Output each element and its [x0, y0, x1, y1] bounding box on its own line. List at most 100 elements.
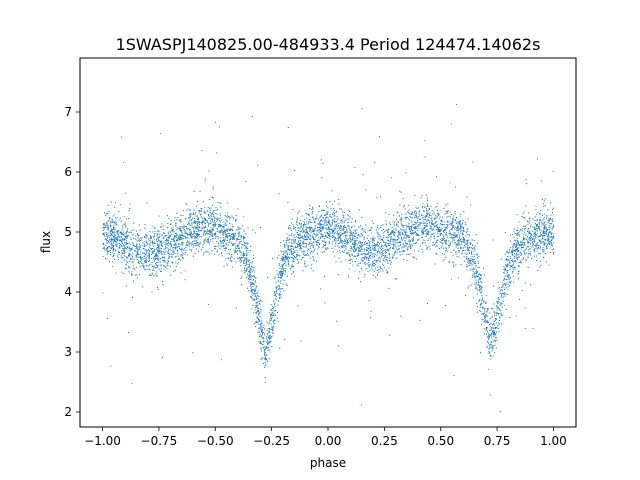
- data-point: [109, 247, 111, 249]
- data-point: [105, 213, 107, 215]
- data-point: [249, 286, 251, 288]
- data-point: [146, 257, 148, 258]
- data-point: [280, 245, 282, 247]
- data-point: [279, 294, 281, 296]
- data-point: [440, 239, 441, 241]
- data-point: [287, 246, 289, 248]
- data-point: [295, 238, 297, 240]
- data-point: [245, 258, 247, 260]
- data-point: [104, 236, 106, 238]
- data-point: [269, 351, 271, 353]
- data-point: [277, 285, 279, 287]
- data-point: [167, 252, 169, 254]
- data-point: [214, 232, 216, 234]
- data-point: [392, 241, 394, 243]
- data-point: [256, 298, 258, 300]
- data-point: [321, 247, 323, 249]
- data-point: [133, 244, 135, 246]
- data-point: [531, 234, 533, 236]
- data-point: [314, 221, 316, 223]
- data-point: [528, 233, 530, 235]
- data-point: [361, 244, 363, 246]
- data-point: [398, 247, 400, 249]
- data-point: [344, 250, 346, 252]
- data-point: [396, 211, 398, 213]
- data-point: [515, 255, 517, 257]
- data-point: [263, 350, 265, 352]
- data-point: [516, 244, 518, 246]
- data-point: [158, 260, 159, 261]
- data-point: [355, 249, 357, 251]
- data-point: [480, 300, 482, 302]
- data-point: [252, 270, 253, 272]
- data-point: [360, 250, 362, 252]
- data-point: [144, 240, 146, 242]
- data-point: [304, 239, 306, 240]
- data-point: [233, 242, 235, 244]
- data-point: [264, 334, 266, 336]
- data-point: [180, 221, 182, 223]
- data-point: [246, 251, 248, 253]
- data-point: [244, 267, 245, 269]
- data-point: [138, 234, 140, 236]
- data-point: [295, 257, 296, 259]
- data-point: [206, 232, 208, 234]
- data-point: [370, 226, 372, 228]
- data-point: [458, 225, 459, 227]
- data-point: [325, 222, 327, 224]
- data-point: [245, 268, 247, 270]
- data-point: [334, 248, 336, 250]
- data-point: [225, 236, 227, 238]
- data-point: [238, 233, 240, 235]
- data-point: [406, 236, 408, 238]
- data-point: [379, 267, 381, 269]
- data-point: [134, 259, 135, 261]
- data-point: [350, 248, 352, 250]
- data-point: [424, 140, 426, 142]
- data-point: [463, 239, 465, 241]
- data-point: [193, 230, 195, 232]
- data-point: [337, 228, 338, 229]
- data-point: [375, 250, 377, 251]
- data-point: [521, 243, 523, 245]
- data-point: [485, 302, 487, 304]
- data-point: [326, 221, 328, 223]
- data-point: [399, 234, 400, 236]
- data-point: [107, 252, 109, 254]
- data-point: [423, 210, 425, 212]
- data-point: [148, 239, 150, 241]
- data-point: [246, 259, 248, 261]
- data-point: [277, 279, 279, 281]
- data-point: [471, 259, 473, 261]
- data-point: [128, 234, 130, 236]
- data-point: [226, 252, 228, 254]
- data-point: [551, 228, 553, 230]
- data-point: [525, 232, 527, 234]
- data-point: [488, 329, 490, 331]
- data-point: [354, 248, 355, 249]
- data-point: [220, 219, 222, 221]
- data-point: [165, 245, 167, 247]
- data-point: [359, 226, 361, 228]
- data-point: [414, 211, 416, 212]
- data-point: [506, 287, 508, 289]
- data-point: [104, 239, 106, 240]
- data-point: [353, 232, 354, 234]
- data-point: [528, 246, 529, 248]
- data-point: [291, 242, 293, 244]
- data-point: [298, 230, 300, 232]
- data-point: [436, 245, 438, 247]
- data-point: [247, 266, 249, 268]
- data-point: [365, 268, 367, 270]
- data-point: [126, 242, 127, 244]
- data-point: [522, 246, 524, 248]
- data-point: [494, 337, 496, 339]
- data-point: [318, 246, 320, 248]
- data-point: [490, 334, 492, 336]
- data-point: [399, 235, 401, 237]
- data-point: [131, 271, 133, 273]
- data-point: [308, 220, 310, 222]
- data-point: [287, 259, 289, 261]
- data-point: [492, 331, 494, 333]
